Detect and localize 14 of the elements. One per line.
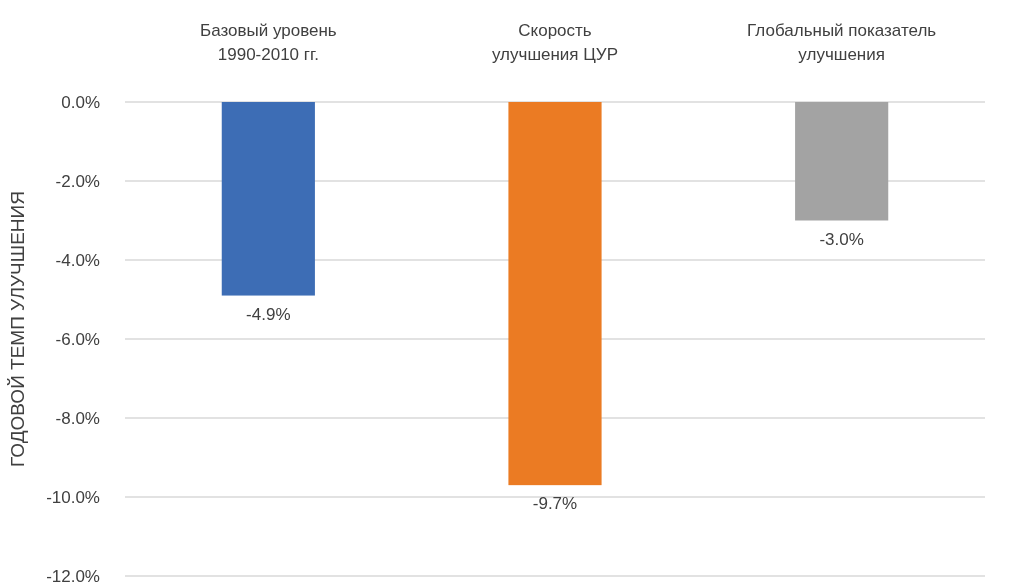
y-tick-label: -10.0% [46, 487, 100, 507]
y-tick-label: -6.0% [55, 329, 100, 349]
y-tick-label: -4.0% [55, 250, 100, 270]
data-label: -3.0% [819, 229, 864, 249]
data-label: -9.7% [532, 494, 578, 514]
data-label: -4.9% [246, 304, 291, 324]
y-axis-title: ГОДОВОЙ ТЕМП УЛУЧШЕНИЯ [7, 191, 28, 467]
y-tick-label: -2.0% [55, 171, 100, 191]
x-tick-label: Скорость улучшения ЦУР [491, 21, 619, 64]
x-tick-label: Глобальный показатель улучшения [747, 21, 937, 64]
y-tick-label: -8.0% [55, 408, 100, 428]
y-tick-label: -12.0% [46, 566, 100, 586]
y-tick-label: 0.0% [61, 92, 100, 112]
x-tick-label: Базовый уровень 1990-2010 гг. [199, 21, 337, 64]
